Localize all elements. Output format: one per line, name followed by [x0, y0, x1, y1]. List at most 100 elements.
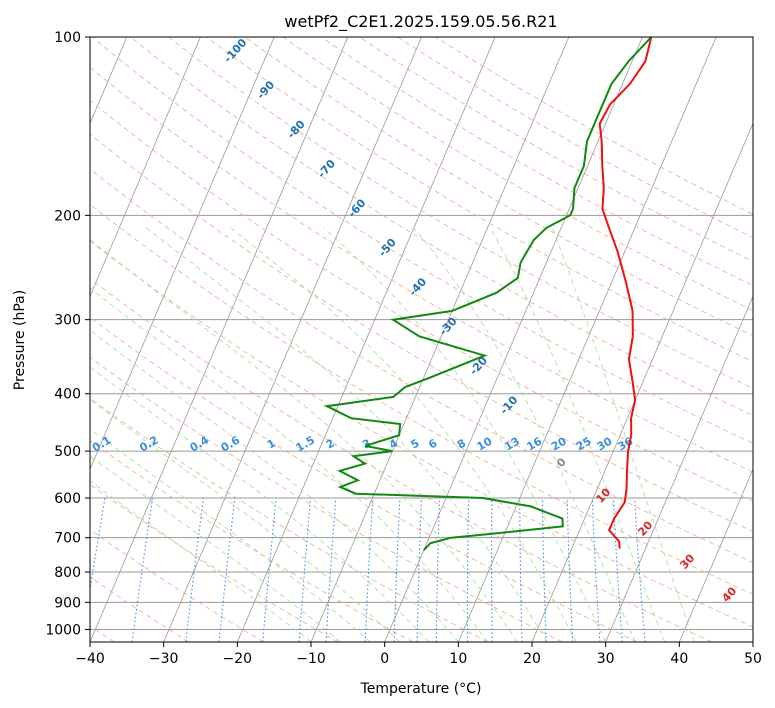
moist-adiabat-22 — [146, 227, 548, 642]
y-tick-label: 500 — [54, 444, 81, 460]
dry-adiabat-10 — [90, 397, 488, 642]
isotherm-0 — [384, 37, 643, 642]
mixing-ratio-1 — [262, 497, 277, 642]
isotherm-30 — [605, 295, 753, 642]
dry-adiabat-120 — [130, 37, 753, 417]
moist-adiabat-42 — [551, 227, 695, 642]
y-tick-label: 300 — [54, 313, 81, 329]
chart-title: wetPf2_C2E1.2025.159.05.56.R21 — [284, 12, 557, 32]
dry-adiabat-100 — [90, 66, 753, 473]
y-tick-label: 600 — [54, 491, 81, 507]
moist-adiabat-label: 0 — [554, 455, 569, 470]
dry-adiabat-200 — [435, 37, 753, 215]
dry-adiabat-label: -90 — [254, 78, 277, 102]
dry-adiabat-90 — [90, 99, 753, 502]
y-tick-label: 1000 — [45, 622, 81, 638]
dry-adiabat-170 — [320, 37, 753, 287]
mixing-ratio-5 — [416, 497, 423, 642]
mixing-ratio-3 — [364, 497, 374, 642]
x-tick-label: 20 — [523, 651, 541, 667]
moist-adiabat-18 — [90, 239, 518, 642]
moist-adiabat-label: 10 — [593, 485, 613, 505]
x-axis-label: Temperature (°C) — [360, 681, 482, 697]
moist-adiabat-label: 20 — [635, 518, 655, 538]
isotherm-20 — [531, 122, 753, 642]
y-tick-label: 100 — [54, 30, 81, 46]
temperature-line — [598, 37, 653, 549]
isotherm--20 — [236, 37, 496, 642]
isotherm-50 — [752, 640, 753, 642]
isotherm-40 — [678, 468, 753, 642]
dry-adiabat-0 — [90, 440, 414, 642]
x-tick-label: −10 — [296, 651, 326, 667]
dry-adiabat-label: -40 — [406, 275, 429, 299]
y-tick-label: 900 — [54, 595, 81, 611]
dry-adiabat-50 — [90, 240, 753, 628]
dry-adiabat-40 — [90, 278, 712, 642]
mixing-ratio-0.1 — [90, 497, 106, 594]
y-tick-label: 400 — [54, 387, 81, 403]
moist-adiabat-38 — [489, 227, 666, 642]
dry-adiabat-label: -60 — [346, 196, 369, 220]
dry-adiabat--30 — [90, 576, 190, 642]
dry-adiabat-110 — [91, 37, 753, 444]
y-tick-label: 700 — [54, 531, 81, 547]
profile-series — [323, 37, 653, 551]
dry-adiabat-20 — [90, 356, 563, 642]
isotherm--60 — [90, 37, 201, 298]
mixing-ratio-label: 8 — [455, 437, 468, 452]
moist-adiabat-14 — [90, 287, 489, 642]
dry-adiabat-180 — [359, 37, 753, 262]
dry-adiabat-160 — [282, 37, 753, 312]
dry-adiabat--20 — [90, 529, 264, 642]
mixing-ratio-label: 6 — [426, 436, 439, 451]
moist-adiabat-30 — [323, 227, 607, 642]
mixing-ratio-1.5 — [298, 497, 312, 642]
y-tick-label: 800 — [54, 565, 81, 581]
mixing-ratio-2 — [325, 497, 337, 642]
mixing-ratio-0.4 — [185, 497, 205, 642]
mixing-ratio-label: 5 — [408, 437, 421, 452]
moist-adiabat-26 — [230, 227, 577, 642]
dry-adiabat-30 — [90, 316, 638, 642]
x-tick-label: 50 — [744, 651, 762, 667]
x-tick-label: −30 — [149, 651, 179, 667]
moist-adiabat-label: 40 — [719, 584, 739, 604]
dry-adiabat--10 — [90, 483, 339, 642]
moist-adiabat--6 — [90, 455, 341, 642]
x-tick-label: −40 — [75, 651, 105, 667]
moist-adiabat-34 — [413, 227, 636, 642]
x-tick-label: 10 — [449, 651, 467, 667]
background-lines — [90, 37, 753, 642]
y-tick-label: 200 — [54, 208, 81, 224]
dewpoint-line — [323, 37, 653, 551]
dry-adiabat-label: -80 — [285, 117, 308, 141]
moist-adiabat--2 — [90, 428, 371, 642]
dry-adiabat-140 — [206, 37, 753, 363]
y-axis-label: Pressure (hPa) — [12, 290, 28, 390]
y-axis: 100 200 300 400 500 600 700 800 900 1000 — [45, 30, 90, 638]
dry-adiabat-label: -70 — [315, 157, 338, 181]
mixing-ratio-label: 1 — [265, 437, 278, 452]
mixing-ratio-0.6 — [218, 497, 236, 642]
isotherm-10 — [457, 37, 717, 642]
x-tick-label: 0 — [380, 651, 389, 667]
moist-adiabat-label: 30 — [677, 551, 697, 571]
dry-adiabat-130 — [168, 37, 753, 389]
x-tick-label: −20 — [223, 651, 253, 667]
isotherm--50 — [90, 37, 275, 471]
line-labels: 0.1 0.2 0.4 0.6 1 1.5 2 3 4 5 6 8 10 13 16 20 25 30 36-100… — [90, 36, 740, 605]
x-tick-label: 30 — [597, 651, 615, 667]
dry-adiabat-label: -50 — [376, 236, 399, 260]
mixing-ratio-10 — [490, 497, 493, 642]
dry-adiabat-80 — [90, 133, 753, 533]
mixing-ratio-4 — [393, 497, 401, 642]
isotherm--30 — [163, 37, 422, 642]
dry-adiabat-150 — [244, 37, 753, 337]
x-axis: −40 −30 −20 −10 0 10 20 30 40 50 — [75, 642, 762, 667]
plot-frame — [89, 36, 754, 643]
mixing-ratio-20 — [566, 497, 574, 642]
x-tick-label: 40 — [670, 651, 688, 667]
dry-adiabat-label: -100 — [221, 36, 249, 65]
